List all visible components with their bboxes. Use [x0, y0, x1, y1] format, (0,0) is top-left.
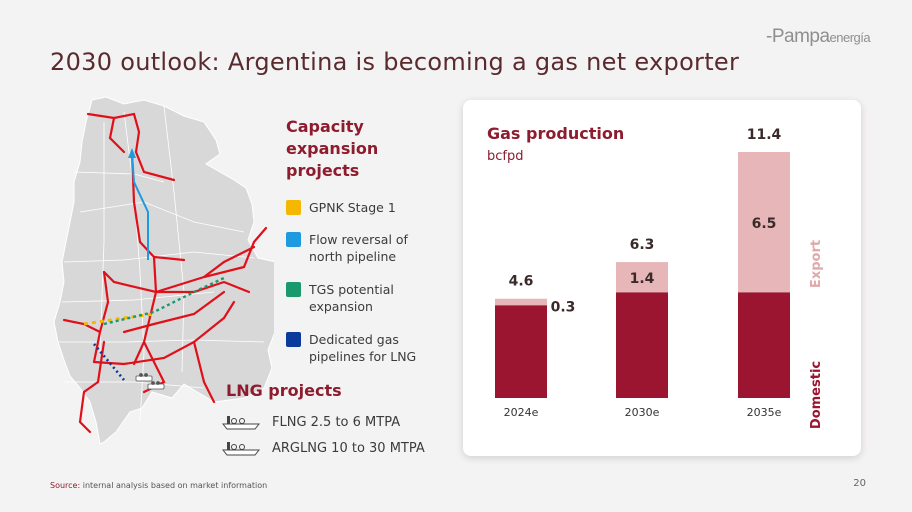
chart-subtitle: bcfpd	[487, 149, 523, 164]
legend-item-gpnk: GPNK Stage 1	[286, 199, 421, 216]
data-label-export-2024e: 0.3	[551, 300, 576, 316]
bar-export-2024e	[495, 298, 547, 306]
x-tick-label-2035e: 2035e	[747, 406, 782, 419]
capacity-legend-title: Capacity expansion projects	[286, 117, 379, 180]
data-label-export-2030e: 1.4	[630, 271, 655, 287]
bar-export-2035e	[738, 152, 790, 293]
legend-label-export: Export	[809, 240, 824, 288]
data-label-export-2035e: 6.5	[752, 216, 777, 232]
pampa-energia-logo: -Pampaenergía	[766, 26, 871, 47]
legend-swatch-tgs	[286, 282, 301, 297]
argentina-pipeline-map	[53, 96, 274, 445]
legend-swatch-lng-pipelines	[286, 332, 301, 347]
gas-production-chart: Gas production bcfpd 0.3 4.6 2024e 1.4 6.3 20…	[487, 124, 824, 429]
bar-domestic-2024e	[495, 305, 547, 398]
legend-label-domestic: Domestic	[809, 361, 824, 429]
data-label-total-2030e: 6.3	[630, 237, 655, 253]
data-label-total-2024e: 4.6	[509, 274, 534, 290]
legend-item-tgs: TGS potential expansion	[286, 281, 421, 315]
source-note: Source: internal analysis based on marke…	[50, 481, 268, 490]
lng-ship-icon	[222, 442, 260, 456]
lng-projects-title: LNG projects	[226, 381, 342, 400]
legend-item-flow-reversal: Flow reversal of north pipeline	[286, 231, 421, 265]
legend-swatch-gpnk	[286, 200, 301, 215]
data-label-total-2035e: 11.4	[747, 127, 782, 143]
flow-reversal-arrow	[131, 153, 149, 260]
x-tick-label-2024e: 2024e	[504, 406, 539, 419]
gas-production-card: Gas production bcfpd 0.3 4.6 2024e 1.4 6.3 20…	[463, 100, 861, 456]
page-title: 2030 outlook: Argentina is becoming a ga…	[50, 48, 740, 76]
bar-domestic-2035e	[738, 292, 790, 398]
page-number: 20	[853, 478, 866, 489]
legend-item-lng-pipelines: Dedicated gas pipelines for LNG	[286, 331, 427, 365]
chart-title: Gas production	[487, 124, 624, 143]
lng-item-arglng: ARGLNG 10 to 30 MTPA	[222, 439, 425, 457]
lng-item-flng: FLNG 2.5 to 6 MTPA	[222, 413, 400, 431]
map-ship-icon	[135, 373, 165, 390]
tgs-expansion-line	[103, 276, 225, 326]
legend-swatch-flow-reversal	[286, 232, 301, 247]
lng-ship-icon	[222, 416, 260, 430]
bar-export-2030e	[616, 262, 668, 293]
bar-domestic-2030e	[616, 292, 668, 398]
x-tick-label-2030e: 2030e	[625, 406, 660, 419]
